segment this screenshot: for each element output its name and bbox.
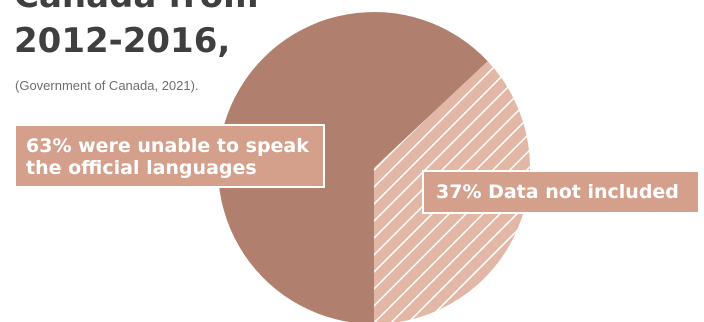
page-title-line-2: 2012-2016, — [14, 21, 231, 61]
pie-slice-major — [218, 12, 488, 322]
page-title-line-1: Canada from — [14, 0, 259, 16]
slice-label-major: 63% were unable to speak the official la… — [14, 124, 325, 188]
source-citation: (Government of Canada, 2021). — [15, 78, 199, 93]
slice-label-minor: 37% Data not included — [422, 170, 700, 214]
